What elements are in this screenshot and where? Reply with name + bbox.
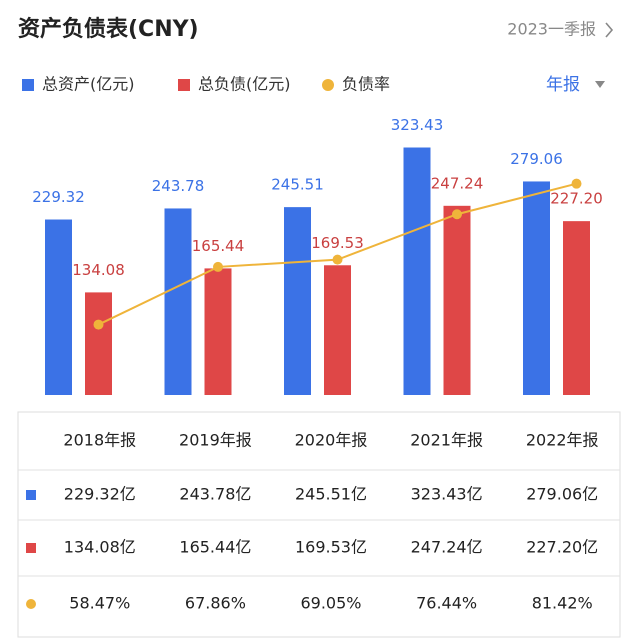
table-cell: 279.06亿 [526, 485, 598, 504]
table-cell: 323.43亿 [411, 485, 483, 504]
period-link[interactable]: 2023一季报 [507, 20, 596, 39]
value-label: 243.78 [152, 177, 205, 195]
table-cell: 81.42% [532, 594, 593, 613]
bar [164, 208, 192, 395]
table-header: 2020年报 [295, 431, 368, 450]
table-cell: 229.32亿 [64, 485, 136, 504]
table-cell: 169.53亿 [295, 538, 367, 557]
value-label: 323.43 [391, 116, 444, 134]
dropdown-arrow[interactable] [595, 81, 605, 88]
line-point [452, 209, 462, 220]
table-header: 2022年报 [526, 431, 599, 450]
table-header: 2018年报 [63, 431, 136, 450]
line-point [571, 178, 582, 189]
legend-label: 负债率 [342, 75, 390, 94]
line-point [213, 261, 223, 272]
value-label: 229.32 [32, 188, 85, 206]
legend-marker [178, 79, 190, 91]
value-label: 245.51 [271, 176, 324, 194]
line-point [93, 319, 104, 330]
table-cell: 67.86% [185, 594, 246, 613]
title: 资产负债表(CNY) [18, 17, 199, 42]
bar [324, 265, 351, 395]
legend-marker [322, 79, 334, 91]
bar [85, 292, 112, 395]
row-marker [26, 599, 36, 609]
value-label: 227.20 [550, 190, 603, 208]
table-cell: 58.47% [69, 594, 130, 613]
bar [443, 205, 471, 395]
table-cell: 165.44亿 [179, 538, 251, 557]
value-label: 165.44 [192, 237, 245, 255]
value-label: 247.24 [431, 174, 484, 192]
bar [45, 219, 72, 395]
bar [403, 147, 431, 395]
table-cell: 69.05% [300, 594, 361, 613]
bar [204, 268, 232, 395]
table-cell: 245.51亿 [295, 485, 367, 504]
value-label: 134.08 [72, 261, 125, 279]
bar [523, 181, 550, 395]
table-cell: 76.44% [416, 594, 477, 613]
table-header: 2019年报 [179, 431, 252, 450]
legend-marker [22, 79, 34, 91]
value-label: 279.06 [510, 150, 563, 168]
line-point [332, 254, 343, 265]
table-cell: 247.24亿 [411, 538, 483, 557]
row-marker [26, 543, 36, 553]
table-border [17, 411, 621, 638]
legend-label: 总负债(亿元) [198, 75, 291, 94]
period-select[interactable]: 年报 [546, 75, 580, 95]
value-label: 169.53 [311, 234, 364, 252]
bar [563, 221, 590, 395]
row-marker [26, 490, 36, 500]
table-cell: 243.78亿 [179, 485, 251, 504]
table-cell: 227.20亿 [526, 538, 598, 557]
bar [284, 207, 311, 395]
table-header: 2021年报 [410, 431, 483, 450]
legend-label: 总资产(亿元) [42, 75, 135, 94]
chevron[interactable] [605, 22, 614, 38]
table-cell: 134.08亿 [64, 538, 136, 557]
